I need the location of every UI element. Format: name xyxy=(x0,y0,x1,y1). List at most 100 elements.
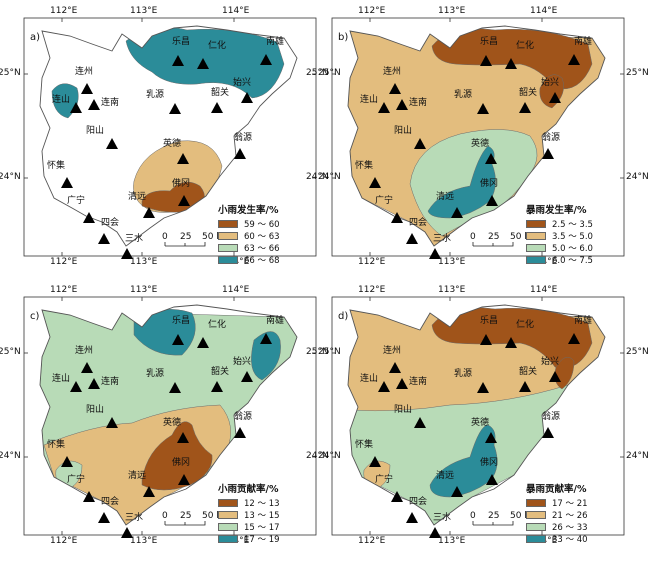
station-label: 翁源 xyxy=(234,133,253,143)
x-tick-label: 114°E xyxy=(222,6,250,16)
station-label: 英德 xyxy=(163,139,182,149)
x-tick-label: 114°E xyxy=(530,6,558,16)
panel-label: b) xyxy=(338,32,349,43)
legend: 暴雨发生率/% 2.5 ～ 3.5 3.5 ～ 5.0 5.0 ～ 6.0 6.0 ～ … xyxy=(526,202,622,266)
legend-label: 17 ～ 21 xyxy=(552,499,588,509)
station-marker xyxy=(429,248,441,259)
station-label: 始兴 xyxy=(233,78,252,88)
station-marker xyxy=(505,58,517,69)
station-label: 南雄 xyxy=(574,316,593,326)
legend-label: 17 ～ 19 xyxy=(244,535,280,545)
legend-label: 2.5 ～ 3.5 xyxy=(552,220,593,230)
panel-label: a) xyxy=(30,32,41,43)
scale-label: 0 xyxy=(470,511,476,521)
station-marker xyxy=(568,54,580,65)
y-tick-label: 25°N xyxy=(626,347,648,357)
legend-swatch xyxy=(526,232,546,240)
map-panel-b: b)112°E112°E113°E113°E114°E114°E25°N25°N… xyxy=(306,6,648,267)
station-marker xyxy=(505,337,517,348)
legend: 暴雨贡献率/% 17 ～ 21 21 ～ 26 26 ～ 33 33 ～ 40 xyxy=(526,481,622,545)
station-marker xyxy=(549,92,561,103)
legend-swatch xyxy=(526,244,546,252)
station-label: 乳源 xyxy=(146,90,165,100)
station-label: 四会 xyxy=(409,497,428,507)
station-label: 翁源 xyxy=(542,133,561,143)
legend-label: 59 ～ 60 xyxy=(244,220,280,230)
station-marker xyxy=(260,54,272,65)
station-marker xyxy=(70,102,82,113)
station-label: 仁化 xyxy=(516,41,535,51)
station-label: 三水 xyxy=(125,234,144,244)
scale-label: 25 xyxy=(488,511,500,521)
station-marker xyxy=(241,92,253,103)
station-label: 乳源 xyxy=(146,369,165,379)
station-label: 翁源 xyxy=(542,412,561,422)
station-label: 广宁 xyxy=(67,196,86,206)
station-label: 乳源 xyxy=(454,90,473,100)
station-marker xyxy=(519,102,531,113)
station-marker xyxy=(211,102,223,113)
station-label: 怀集 xyxy=(47,161,66,171)
station-label: 英德 xyxy=(471,139,490,149)
y-tick-label: 24°N xyxy=(0,172,21,182)
station-marker xyxy=(391,491,403,502)
station-label: 清远 xyxy=(128,471,147,481)
station-marker xyxy=(406,233,418,244)
station-marker xyxy=(106,138,118,149)
legend-label: 26 ～ 33 xyxy=(552,523,588,533)
station-marker xyxy=(143,486,155,497)
region-boundary xyxy=(347,304,606,526)
station-marker xyxy=(568,333,580,344)
legend-item: 59 ～ 60 xyxy=(218,218,314,230)
station-label: 韶关 xyxy=(519,88,538,98)
legend-swatch xyxy=(218,535,238,543)
station-label: 连州 xyxy=(75,67,94,77)
map-svg xyxy=(23,296,317,538)
x-tick-label: 114°E xyxy=(530,285,558,295)
station-label: 连州 xyxy=(383,346,402,356)
station-marker xyxy=(389,362,401,373)
station-marker xyxy=(172,334,184,345)
station-marker xyxy=(485,153,497,164)
legend-label: 12 ～ 13 xyxy=(244,499,280,509)
contour-region-3 xyxy=(251,331,281,381)
legend-swatch xyxy=(526,499,546,507)
station-label: 连山 xyxy=(360,374,379,384)
legend-title: 暴雨贡献率/% xyxy=(526,484,587,495)
y-tick-label: 25°N xyxy=(318,68,341,78)
station-label: 英德 xyxy=(471,418,490,428)
station-label: 连南 xyxy=(101,377,120,387)
y-tick-label: 24°N xyxy=(318,451,341,461)
x-tick-label: 112°E xyxy=(50,6,78,16)
station-marker xyxy=(519,381,531,392)
legend-swatch xyxy=(526,511,546,519)
station-marker xyxy=(369,456,381,467)
station-label: 始兴 xyxy=(541,357,560,367)
station-label: 仁化 xyxy=(516,320,535,330)
station-marker xyxy=(83,212,95,223)
station-marker xyxy=(542,148,554,159)
legend-label: 6.0 ～ 7.5 xyxy=(552,256,593,266)
y-tick-label: 25°N xyxy=(306,347,329,357)
y-tick-label: 24°N xyxy=(0,451,21,461)
station-label: 南雄 xyxy=(574,37,593,47)
y-tick-label: 25°N xyxy=(626,68,648,78)
station-marker xyxy=(378,381,390,392)
station-label: 连山 xyxy=(52,374,71,384)
scale-label: 25 xyxy=(180,511,192,521)
station-marker xyxy=(406,512,418,523)
station-marker xyxy=(396,378,408,389)
legend-item: 15 ～ 17 xyxy=(218,521,314,533)
legend-item: 13 ～ 15 xyxy=(218,509,314,521)
station-marker xyxy=(143,207,155,218)
x-tick-label: 113°E xyxy=(438,285,466,295)
scale-label: 50 km xyxy=(510,511,539,521)
legend-item: 5.0 ～ 6.0 xyxy=(526,242,622,254)
station-marker xyxy=(88,378,100,389)
y-tick-label: 25°N xyxy=(0,347,21,357)
x-tick-label: 112°E xyxy=(50,257,78,267)
station-marker xyxy=(197,337,209,348)
station-marker xyxy=(485,432,497,443)
station-marker xyxy=(378,102,390,113)
legend-swatch xyxy=(218,499,238,507)
